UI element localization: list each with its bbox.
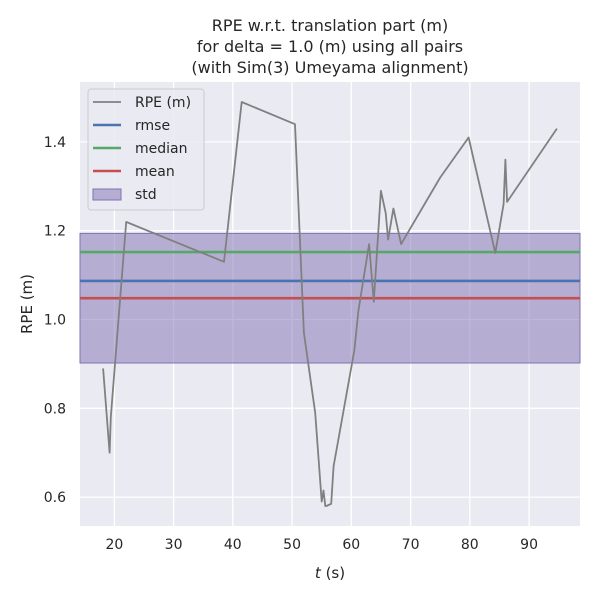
y-tick-label: 1.0 [44,313,66,329]
legend: RPE (m) rmse median mean std [87,88,205,211]
x-tick-label: 60 [342,537,360,553]
chart-title: RPE w.r.t. translation part (m) for delt… [191,16,468,77]
x-axis-label: t (s) [315,564,345,582]
y-tick-labels: 0.6 0.8 1.0 1.2 1.4 [44,135,66,506]
x-tick-label: 40 [224,537,242,553]
y-axis-label: RPE (m) [18,274,36,334]
y-tick-label: 1.2 [44,224,66,240]
x-tick-label: 90 [520,537,538,553]
legend-label: std [135,187,157,203]
y-tick-label: 1.4 [44,135,66,151]
title-line-2: for delta = 1.0 (m) using all pairs [197,37,463,56]
x-tick-label: 50 [283,537,301,553]
legend-box [87,88,205,211]
legend-label: median [135,141,187,157]
x-tick-label: 30 [165,537,183,553]
x-tick-label: 80 [461,537,479,553]
legend-label: RPE (m) [135,95,191,111]
legend-label: mean [135,164,175,180]
x-tick-labels: 20 30 40 50 60 70 80 90 [105,537,538,553]
legend-swatch [92,188,122,201]
title-line-1: RPE w.r.t. translation part (m) [212,16,448,35]
x-tick-label: 70 [402,537,420,553]
y-tick-label: 0.6 [44,490,66,506]
rpe-line [102,101,558,507]
y-tick-label: 0.8 [44,401,66,417]
title-line-3: (with Sim(3) Umeyama alignment) [191,58,468,77]
x-axis-unit: (s) [321,564,345,582]
rpe-series [102,101,558,507]
legend-label: rmse [135,118,170,134]
stat-lines [80,250,580,300]
x-axis-var: t [315,564,322,582]
x-tick-label: 20 [105,537,123,553]
